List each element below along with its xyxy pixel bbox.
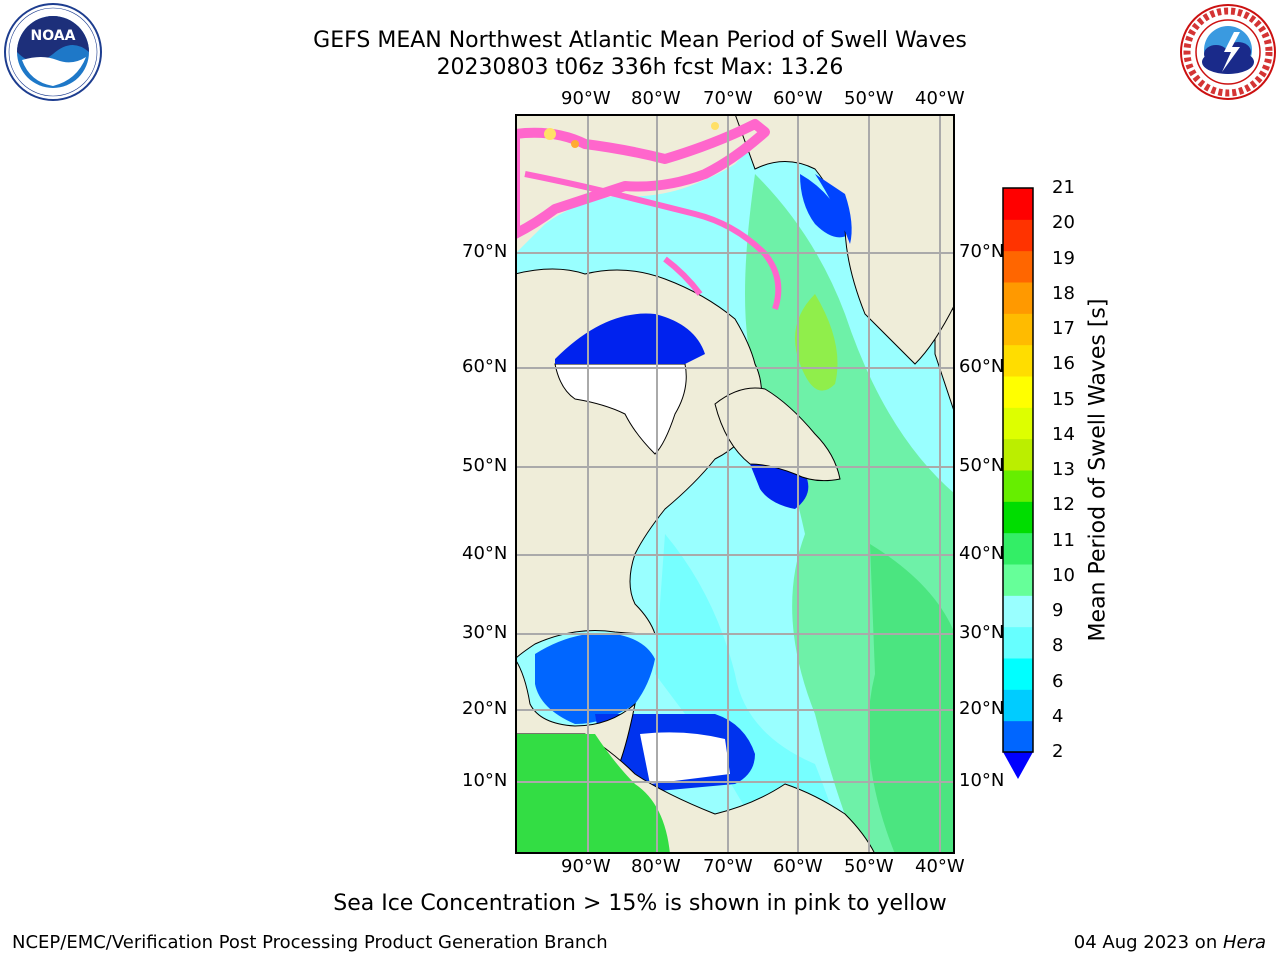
- colorbar-segment: [1003, 219, 1033, 252]
- footer-left: NCEP/EMC/Verification Post Processing Pr…: [12, 932, 608, 953]
- lat-tick-left: 30°N: [462, 622, 508, 643]
- graticule: [515, 114, 955, 854]
- colorbar-under-arrow: [1003, 752, 1033, 779]
- colorbar-tick-label: 17: [1052, 318, 1075, 339]
- lon-tick-bottom: 60°W: [773, 856, 823, 877]
- colorbar-segment: [1003, 470, 1033, 502]
- sea-ice-mid: [571, 140, 579, 148]
- lat-tick-right: 10°N: [959, 770, 1005, 791]
- lon-tick-top: 50°W: [844, 88, 894, 109]
- colorbar: [1002, 187, 1034, 779]
- colorbar-tick-label: 12: [1052, 494, 1075, 516]
- footer-host: Hera: [1222, 932, 1266, 953]
- colorbar-tick-label: 9: [1052, 600, 1064, 621]
- colorbar-segment: [1003, 188, 1033, 220]
- colorbar-tick-label: 10: [1052, 564, 1075, 586]
- lat-tick-right: 30°N: [959, 622, 1005, 643]
- colorbar-segment: [1003, 313, 1033, 346]
- colorbar-segment: [1003, 282, 1033, 314]
- lon-tick-bottom: 70°W: [703, 856, 753, 877]
- gulf-st-lawrence: [750, 462, 809, 509]
- colorbar-segment: [1003, 564, 1033, 596]
- lon-tick-bottom: 50°W: [844, 856, 894, 877]
- baffin-blue-2: [815, 174, 852, 244]
- colorbar-tick-label: 14: [1052, 423, 1075, 445]
- lat-tick-right: 60°N: [959, 356, 1005, 377]
- sea-ice-high: [544, 128, 556, 140]
- lat-tick-right: 50°N: [959, 455, 1005, 476]
- swell-period-map: [515, 114, 955, 854]
- swell-11s-zone: [868, 544, 955, 854]
- colorbar-tick-label: 6: [1052, 670, 1064, 692]
- greenland: [734, 114, 955, 365]
- map-frame: [515, 114, 955, 854]
- colorbar-segment: [1003, 438, 1033, 471]
- colorbar-segment: [1003, 720, 1033, 753]
- lon-tick-top: 70°W: [703, 88, 753, 109]
- colorbar-segment: [1003, 595, 1033, 628]
- colorbar-segment: [1003, 501, 1033, 534]
- map-subtitle: 20230803 t06z 336h fcst Max: 13.26: [436, 55, 844, 80]
- gulf-of-mexico: [535, 633, 655, 724]
- colorbar-label: Mean Period of Swell Waves [s]: [1085, 298, 1111, 642]
- lat-tick-left: 10°N: [462, 770, 508, 791]
- sea-ice-arctic: [515, 119, 770, 239]
- lat-tick-left: 60°N: [462, 356, 508, 377]
- colorbar-tick-label: 8: [1052, 635, 1064, 657]
- colorbar-segment: [1003, 250, 1033, 283]
- footer-right: 04 Aug 2023 on Hera: [1074, 932, 1266, 953]
- lat-tick-left: 70°N: [462, 241, 508, 262]
- colorbar-segment: [1003, 658, 1033, 690]
- south-america-waves: [515, 734, 670, 854]
- colorbar-tick-label: 11: [1052, 529, 1075, 551]
- noaa-logo: NOAA: [4, 3, 102, 101]
- lon-tick-top: 90°W: [561, 88, 611, 109]
- colorbar-frame: [1002, 187, 1034, 753]
- lon-tick-bottom: 80°W: [631, 856, 681, 877]
- colorbar-segment: [1003, 376, 1033, 408]
- colorbar-segment: [1003, 689, 1033, 722]
- sea-ice-high-2: [711, 122, 719, 130]
- lat-tick-left: 20°N: [462, 698, 508, 719]
- lat-tick-right: 20°N: [959, 698, 1005, 719]
- lon-tick-bottom: 90°W: [561, 856, 611, 877]
- colorbar-segment: [1003, 407, 1033, 440]
- sea-ice-caption: Sea Ice Concentration > 15% is shown in …: [333, 891, 947, 916]
- colorbar-tick-label: 16: [1052, 353, 1075, 375]
- lat-tick-left: 50°N: [462, 455, 508, 476]
- colorbar-tick-label: 20: [1052, 212, 1075, 234]
- colorbar-tick-label: 15: [1052, 388, 1075, 410]
- footer-date: 04 Aug 2023 on: [1073, 932, 1223, 953]
- colorbar-tick-label: 2: [1052, 741, 1064, 762]
- colorbar-tick-label: 4: [1052, 705, 1064, 727]
- baffin-blue: [800, 174, 850, 238]
- map-title: GEFS MEAN Northwest Atlantic Mean Period…: [313, 28, 967, 53]
- lon-tick-top: 80°W: [631, 88, 681, 109]
- colorbar-segment: [1003, 344, 1033, 377]
- colorbar-segment: [1003, 532, 1033, 565]
- lat-tick-right: 70°N: [959, 241, 1005, 262]
- colorbar-tick-label: 13: [1052, 459, 1075, 480]
- lat-tick-right: 40°N: [959, 543, 1005, 564]
- hudson-bay-ice-free: [555, 313, 705, 364]
- colorbar-tick-label: 19: [1052, 247, 1075, 269]
- colorbar-segment: [1003, 626, 1033, 659]
- lon-tick-top: 60°W: [773, 88, 823, 109]
- colorbar-tick-label: 18: [1052, 282, 1075, 304]
- colorbar-tick-label: 21: [1052, 177, 1075, 198]
- national-weather-service-logo: [1180, 4, 1276, 100]
- lat-tick-left: 40°N: [462, 543, 508, 564]
- labrador: [714, 387, 841, 482]
- lon-tick-top: 40°W: [915, 88, 965, 109]
- sea-ice-foxe: [663, 256, 703, 296]
- lon-tick-bottom: 40°W: [915, 856, 965, 877]
- swell-12s-zone: [795, 294, 838, 391]
- caribbean-unmasked: [640, 732, 730, 784]
- svg-text:NOAA: NOAA: [31, 28, 76, 44]
